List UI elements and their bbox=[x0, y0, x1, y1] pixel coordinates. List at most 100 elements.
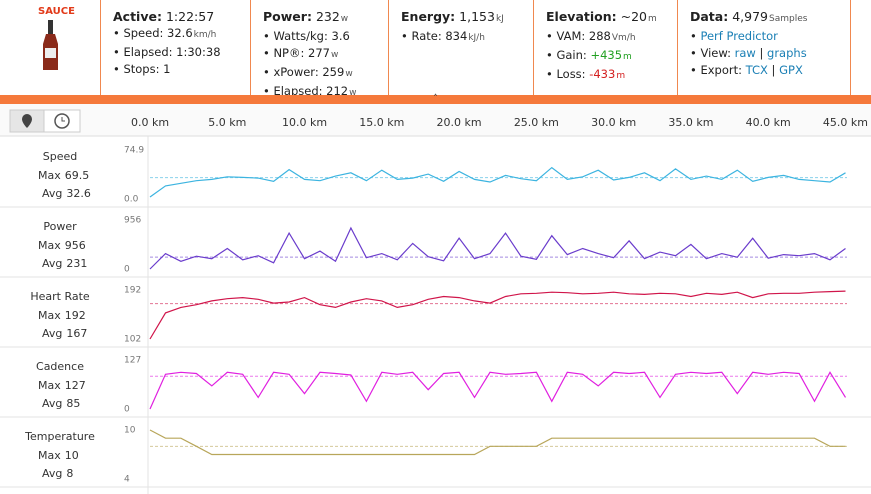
stat-panel: Active: 1:22:57 • Speed: 32.6km/h • Elapse… bbox=[100, 0, 250, 95]
series-line bbox=[149, 166, 846, 198]
stat-label: Avg bbox=[42, 257, 62, 270]
avg-label: Avg 32.6 bbox=[42, 187, 91, 200]
stat-item: • Watts/kg: 3.6 bbox=[263, 29, 350, 43]
x-tick-label: 45.0 km bbox=[823, 116, 868, 129]
logo: SAUCE bbox=[38, 6, 75, 17]
stat-unit: Samples bbox=[769, 14, 808, 24]
stat-unit: km/h bbox=[193, 30, 217, 40]
link[interactable]: raw bbox=[734, 46, 756, 60]
y-tick-label: 4 bbox=[124, 475, 130, 485]
map-button[interactable] bbox=[9, 109, 45, 133]
chart-title: Power bbox=[43, 220, 77, 233]
stat-label: Avg bbox=[42, 187, 62, 200]
stat-item: • Speed: 32.6km/h bbox=[113, 26, 217, 40]
stat-label: Max bbox=[38, 239, 61, 252]
link[interactable]: TCX bbox=[745, 63, 768, 77]
stat-unit: w bbox=[340, 14, 349, 24]
stat-label: Active: bbox=[113, 9, 162, 24]
stat-value: 167 bbox=[66, 327, 87, 340]
header: SAUCE Active: 1:22:57 • Speed: 32.6km/h • … bbox=[0, 0, 871, 98]
avg-label: Avg 231 bbox=[42, 257, 87, 270]
stat-unit: kJ bbox=[495, 14, 504, 24]
stat-value: 32.6 bbox=[66, 187, 91, 200]
stat-label: Max bbox=[38, 169, 61, 182]
link[interactable]: Perf Predictor bbox=[700, 29, 778, 43]
stat-label: Max bbox=[38, 309, 61, 322]
max-label: Max 956 bbox=[38, 239, 86, 252]
stat-value: 288 bbox=[588, 29, 611, 43]
stat-value: ~20 bbox=[620, 9, 648, 24]
stat-value: 69.5 bbox=[65, 169, 90, 182]
x-tick-label: 0.0 km bbox=[131, 116, 169, 129]
panel-title: Active: 1:22:57 bbox=[113, 8, 250, 25]
stat-label: Avg bbox=[42, 327, 62, 340]
stat-unit: Vm/h bbox=[611, 33, 636, 43]
y-tick-label: 956 bbox=[124, 216, 141, 226]
stat-value: -433 bbox=[589, 67, 616, 81]
stat-value: 10 bbox=[65, 449, 79, 462]
series-line bbox=[149, 226, 846, 270]
stat-label: Avg bbox=[42, 397, 62, 410]
series-line bbox=[149, 371, 847, 410]
stat-value: 259 bbox=[322, 65, 345, 79]
avg-label: Avg 85 bbox=[42, 397, 80, 410]
max-label: Max 69.5 bbox=[38, 169, 89, 182]
y-tick-label: 102 bbox=[124, 335, 141, 345]
y-tick-label: 192 bbox=[124, 286, 141, 296]
time-button[interactable] bbox=[43, 109, 81, 133]
max-label: Max 192 bbox=[38, 309, 86, 322]
charts: 0.0 km 5.0 km 10.0 km 15.0 km 20.0 km 25.0 km… bbox=[0, 104, 871, 494]
stat-label: View: bbox=[700, 46, 731, 60]
x-tick-label: 40.0 km bbox=[746, 116, 791, 129]
stat-unit: m bbox=[616, 71, 626, 81]
y-tick-label: 127 bbox=[124, 356, 141, 366]
stat-value: 956 bbox=[65, 239, 86, 252]
panel-title: Data: 4,979Samples bbox=[690, 8, 850, 28]
y-tick-label: 0 bbox=[124, 405, 130, 415]
link[interactable]: graphs bbox=[767, 46, 807, 60]
stat-label: VAM: bbox=[556, 29, 586, 43]
stat-label: Loss: bbox=[556, 67, 586, 81]
stat-label: Energy: bbox=[401, 9, 456, 24]
stat-label: Stops: bbox=[123, 62, 160, 76]
stat-label: Rate: bbox=[411, 29, 442, 43]
stat-item: • Loss: -433m bbox=[546, 67, 626, 81]
chart-title: Heart Rate bbox=[30, 290, 90, 303]
stat-value: 1:22:57 bbox=[165, 9, 215, 24]
stat-value: 232 bbox=[315, 9, 340, 24]
stat-unit: w bbox=[345, 69, 353, 79]
avg-label: Avg 8 bbox=[42, 467, 73, 480]
stat-item: • Export: TCX | GPX bbox=[690, 63, 803, 77]
collapse-bar[interactable]: ˄ bbox=[0, 95, 871, 104]
stat-unit: m bbox=[648, 14, 657, 24]
y-tick-label: 74.9 bbox=[124, 146, 144, 156]
x-tick-label: 15.0 km bbox=[359, 116, 404, 129]
bottle-icon bbox=[43, 20, 58, 70]
stat-panel: Energy: 1,153kJ • Rate: 834kJ/h bbox=[388, 0, 533, 95]
stat-unit: kJ/h bbox=[468, 33, 485, 43]
link[interactable]: GPX bbox=[779, 63, 803, 77]
stat-label: NP®: bbox=[273, 46, 305, 60]
stat-label: Power: bbox=[263, 9, 312, 24]
x-tick-label: 30.0 km bbox=[591, 116, 636, 129]
stat-value: 1 bbox=[163, 62, 171, 76]
stat-unit: w bbox=[349, 88, 357, 98]
stat-value: 3.6 bbox=[331, 29, 350, 43]
stat-item: • View: raw | graphs bbox=[690, 46, 807, 60]
stat-label: Elevation: bbox=[546, 9, 617, 24]
stat-value: 85 bbox=[66, 397, 80, 410]
panel-title: Energy: 1,153kJ bbox=[401, 8, 533, 28]
avg-label: Avg 167 bbox=[42, 327, 87, 340]
y-tick-label: 10 bbox=[124, 426, 136, 436]
panel-title: Elevation: ~20m bbox=[546, 8, 677, 28]
max-label: Max 127 bbox=[38, 379, 86, 392]
stat-item: • Elapsed: 1:30:38 bbox=[113, 45, 221, 59]
x-tick-label: 20.0 km bbox=[437, 116, 482, 129]
stat-item: • VAM: 288Vm/h bbox=[546, 29, 636, 43]
series-line bbox=[149, 290, 846, 340]
stat-value: 8 bbox=[66, 467, 73, 480]
stat-value: 127 bbox=[65, 379, 86, 392]
stat-item: • NP®: 277w bbox=[263, 46, 339, 60]
chart-title: Temperature bbox=[24, 430, 95, 443]
